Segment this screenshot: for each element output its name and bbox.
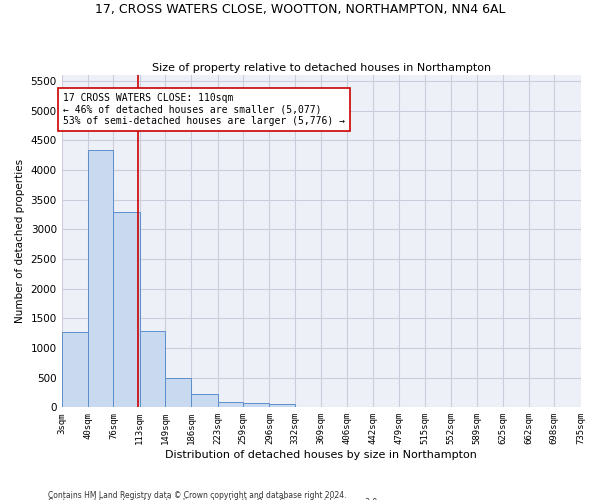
Text: Contains public sector information licensed under the Open Government Licence v3: Contains public sector information licen… [48,498,380,500]
Bar [243,402,269,407]
Text: Contains HM Land Registry data © Crown copyright and database right 2024.: Contains HM Land Registry data © Crown c… [48,490,347,500]
Bar [140,332,165,407]
Text: 17 CROSS WATERS CLOSE: 110sqm
← 46% of detached houses are smaller (5,077)
53% o: 17 CROSS WATERS CLOSE: 110sqm ← 46% of d… [63,93,345,126]
Title: Size of property relative to detached houses in Northampton: Size of property relative to detached ho… [152,63,491,73]
Bar [191,394,218,407]
Text: 17, CROSS WATERS CLOSE, WOOTTON, NORTHAMPTON, NN4 6AL: 17, CROSS WATERS CLOSE, WOOTTON, NORTHAM… [95,2,505,16]
Bar [218,402,243,407]
Y-axis label: Number of detached properties: Number of detached properties [15,159,25,324]
X-axis label: Distribution of detached houses by size in Northampton: Distribution of detached houses by size … [165,450,477,460]
Bar [62,332,88,407]
Bar [113,212,140,408]
Bar [88,150,113,408]
Bar [165,378,191,408]
Bar [269,404,295,407]
